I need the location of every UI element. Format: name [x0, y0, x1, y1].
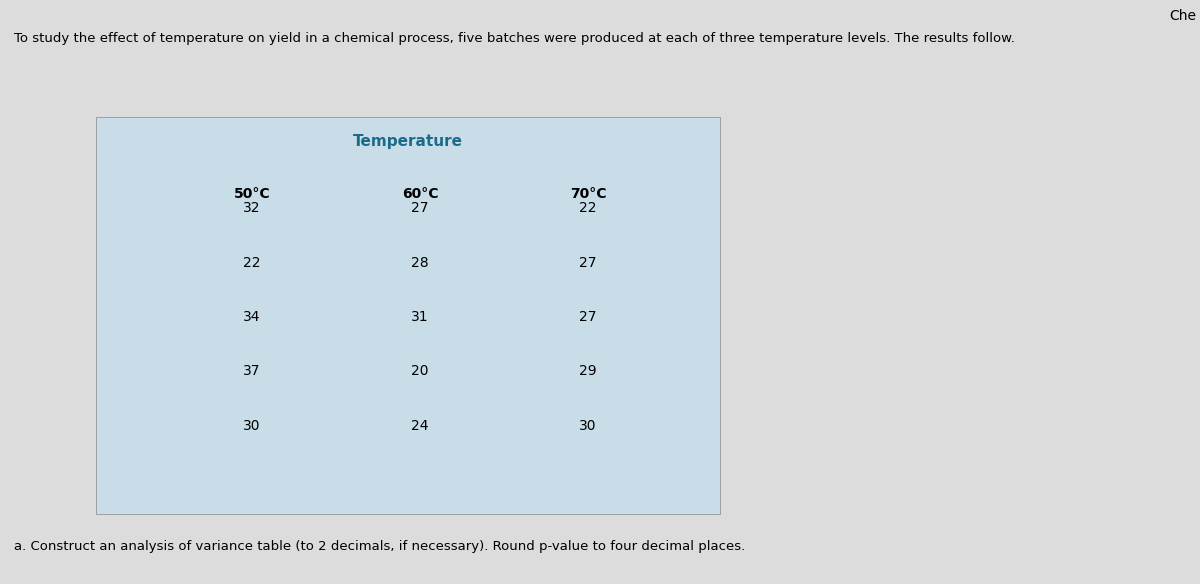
Text: 60°C: 60°C: [402, 187, 438, 201]
Text: Temperature: Temperature: [353, 134, 463, 150]
FancyBboxPatch shape: [96, 117, 720, 514]
Text: 27: 27: [580, 256, 596, 270]
Text: 34: 34: [244, 310, 260, 324]
Text: 22: 22: [244, 256, 260, 270]
Text: a. Construct an analysis of variance table (to 2 decimals, if necessary). Round : a. Construct an analysis of variance tab…: [14, 540, 745, 553]
Text: Che: Che: [1170, 9, 1196, 23]
Text: 37: 37: [244, 364, 260, 378]
Text: 31: 31: [412, 310, 428, 324]
Text: 32: 32: [244, 201, 260, 215]
Text: 24: 24: [412, 419, 428, 433]
Text: To study the effect of temperature on yield in a chemical process, five batches : To study the effect of temperature on yi…: [14, 32, 1015, 45]
Text: 27: 27: [580, 310, 596, 324]
Text: 29: 29: [580, 364, 596, 378]
Text: 30: 30: [580, 419, 596, 433]
Text: 70°C: 70°C: [570, 187, 606, 201]
Text: 22: 22: [580, 201, 596, 215]
Text: 30: 30: [244, 419, 260, 433]
Text: 28: 28: [412, 256, 428, 270]
Text: 20: 20: [412, 364, 428, 378]
Text: 27: 27: [412, 201, 428, 215]
Text: 50°C: 50°C: [234, 187, 270, 201]
